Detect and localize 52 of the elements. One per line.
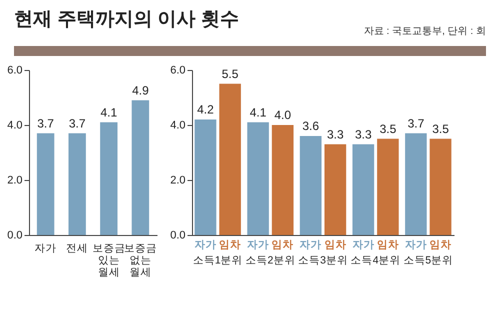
bar [100,122,118,235]
x-tick-label: 소득1분위 [192,254,243,266]
data-label: 5.5 [222,66,239,81]
chart-title: 현재 주택까지의 이사 횟수 [14,8,239,32]
data-label: 3.6 [302,119,320,133]
series-label: 임차 [219,239,242,251]
data-label: 3.7 [408,116,425,130]
text: 임차 [324,239,346,251]
bar [272,125,294,235]
y-tick-label: 4.0 [7,120,22,132]
data-label: 3.3 [326,127,344,142]
text: 임차 [376,239,399,251]
bar [430,138,452,235]
data-label: 3.5 [432,122,450,136]
text: 자료 : 국토교통부, 단위 : 회 [364,25,486,38]
bar [219,84,241,235]
text: 임차 [430,239,452,251]
x-tick-label: 보증금 있는 월세 [92,242,126,278]
bar [300,136,322,235]
bar [132,100,150,235]
y-tick-label: 2.0 [170,174,186,186]
x-tick-label: 전세 [66,242,88,254]
bar [36,133,54,235]
bar [194,120,216,235]
data-label: 3.7 [37,116,54,130]
data-label: 3.7 [68,116,86,130]
y-tick-label: 6.0 [7,64,22,76]
data-label: 4.2 [197,102,214,116]
bar [405,133,427,235]
x-tick-label: 보증금 없는 월세 [124,242,157,278]
data-label: 4.0 [274,108,292,122]
x-tick-label: 자가 [34,242,57,254]
bar [68,133,86,235]
data-label: 4.1 [100,105,118,120]
data-label: 3.5 [380,122,397,136]
y-tick-label: 6.0 [170,64,186,76]
bar [247,122,269,235]
data-label: 4.9 [132,83,150,98]
bar [324,144,346,235]
bar [352,144,374,235]
x-tick-label: 소득5분위 [403,254,454,266]
y-tick-label: 0.0 [7,230,22,242]
y-tick-label: 2.0 [7,174,22,186]
y-tick-label: 0.0 [170,230,186,242]
bar [377,138,399,235]
y-tick-label: 4.0 [170,120,186,132]
x-tick-label: 소득4분위 [350,254,401,266]
data-label: 3.3 [354,127,372,142]
x-tick-label: 소득3분위 [298,254,348,266]
text: 임차 [272,239,294,251]
x-tick-label: 소득2분위 [245,254,296,266]
data-label: 4.1 [250,105,267,120]
